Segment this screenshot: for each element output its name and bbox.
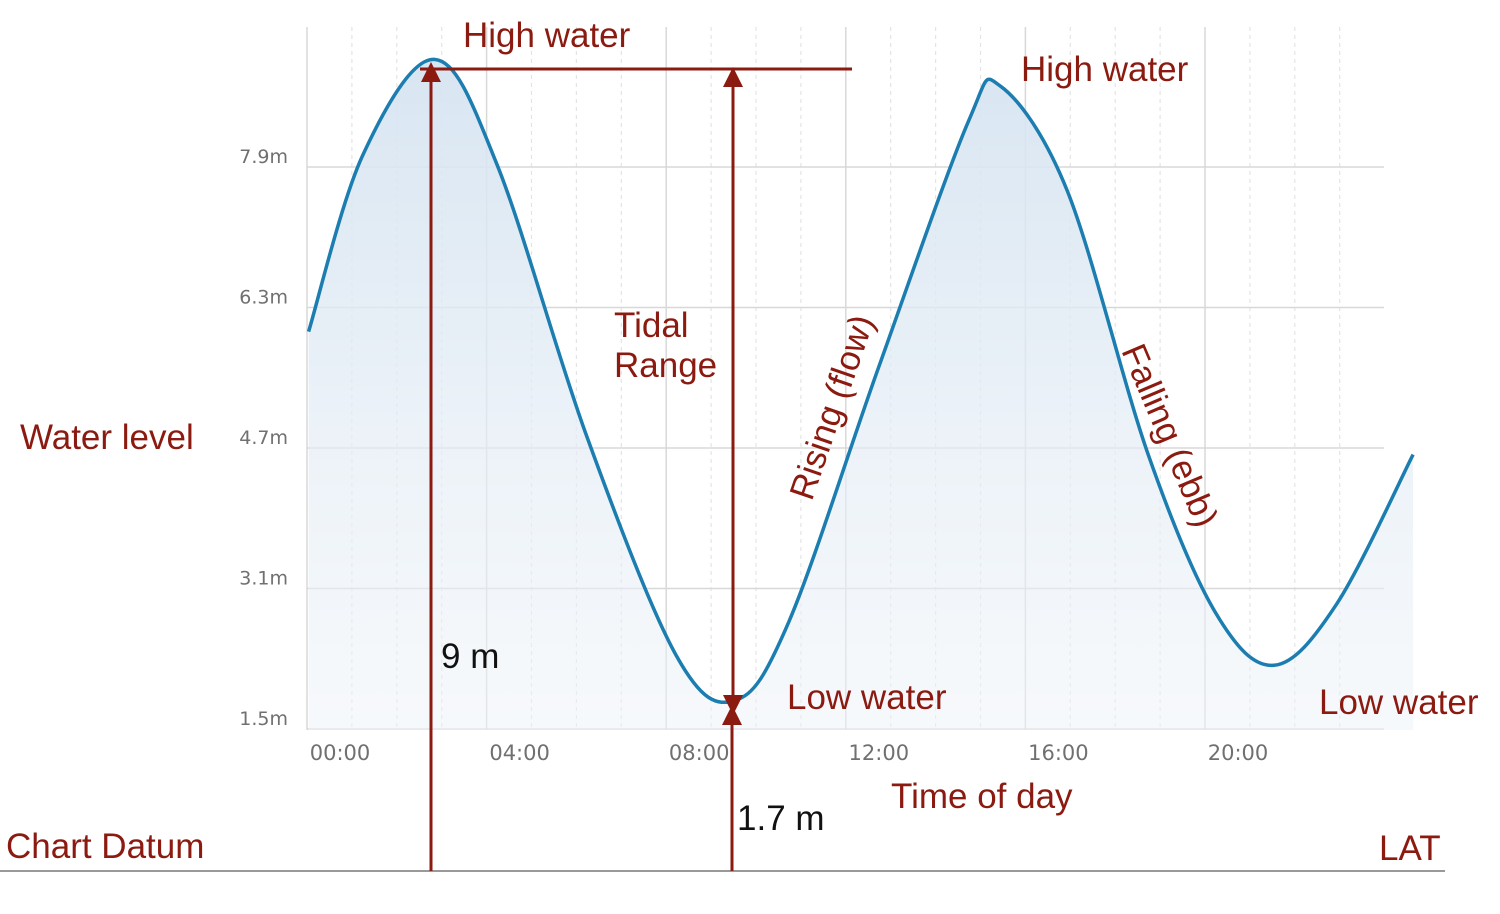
y-tick-label: 4.7m: [239, 427, 288, 449]
x-axis-title: Time of day: [891, 777, 1073, 816]
x-tick-label: 16:00: [1028, 741, 1089, 765]
low-water-label-1: Low water: [787, 678, 947, 717]
y-tick-label: 6.3m: [239, 287, 288, 309]
water-level-area: [308, 59, 1414, 731]
tidal-range-label-line2: Range: [614, 346, 717, 385]
low-water-label-2: Low water: [1319, 683, 1479, 722]
area-layer: [306, 57, 1415, 731]
x-tick-label: 00:00: [310, 741, 371, 765]
y-tick-label: 1.5m: [239, 708, 288, 730]
tidal-range-label-line1: Tidal: [614, 306, 689, 345]
x-axis: 00:00 04:00 08:00 12:00 16:00 20:00: [310, 741, 1269, 765]
high-water-height-label: 9 m: [441, 637, 499, 676]
x-tick-label: 08:00: [669, 741, 730, 765]
y-axis-title: Water level: [20, 418, 194, 457]
x-tick-label: 20:00: [1208, 741, 1269, 765]
lat-label: LAT: [1379, 829, 1441, 868]
x-tick-label: 12:00: [849, 741, 910, 765]
y-axis: 1.5m 3.1m 4.7m 6.3m 7.9m: [239, 146, 288, 730]
chart-datum-label: Chart Datum: [6, 827, 204, 866]
high-water-label-2: High water: [1021, 50, 1189, 89]
low-water-height-label: 1.7 m: [737, 799, 825, 838]
y-tick-label: 7.9m: [239, 146, 288, 168]
water-level-line: [306, 57, 1415, 705]
high-water-label-1: High water: [463, 16, 631, 55]
y-tick-label: 3.1m: [239, 568, 288, 590]
x-tick-label: 04:00: [489, 741, 550, 765]
